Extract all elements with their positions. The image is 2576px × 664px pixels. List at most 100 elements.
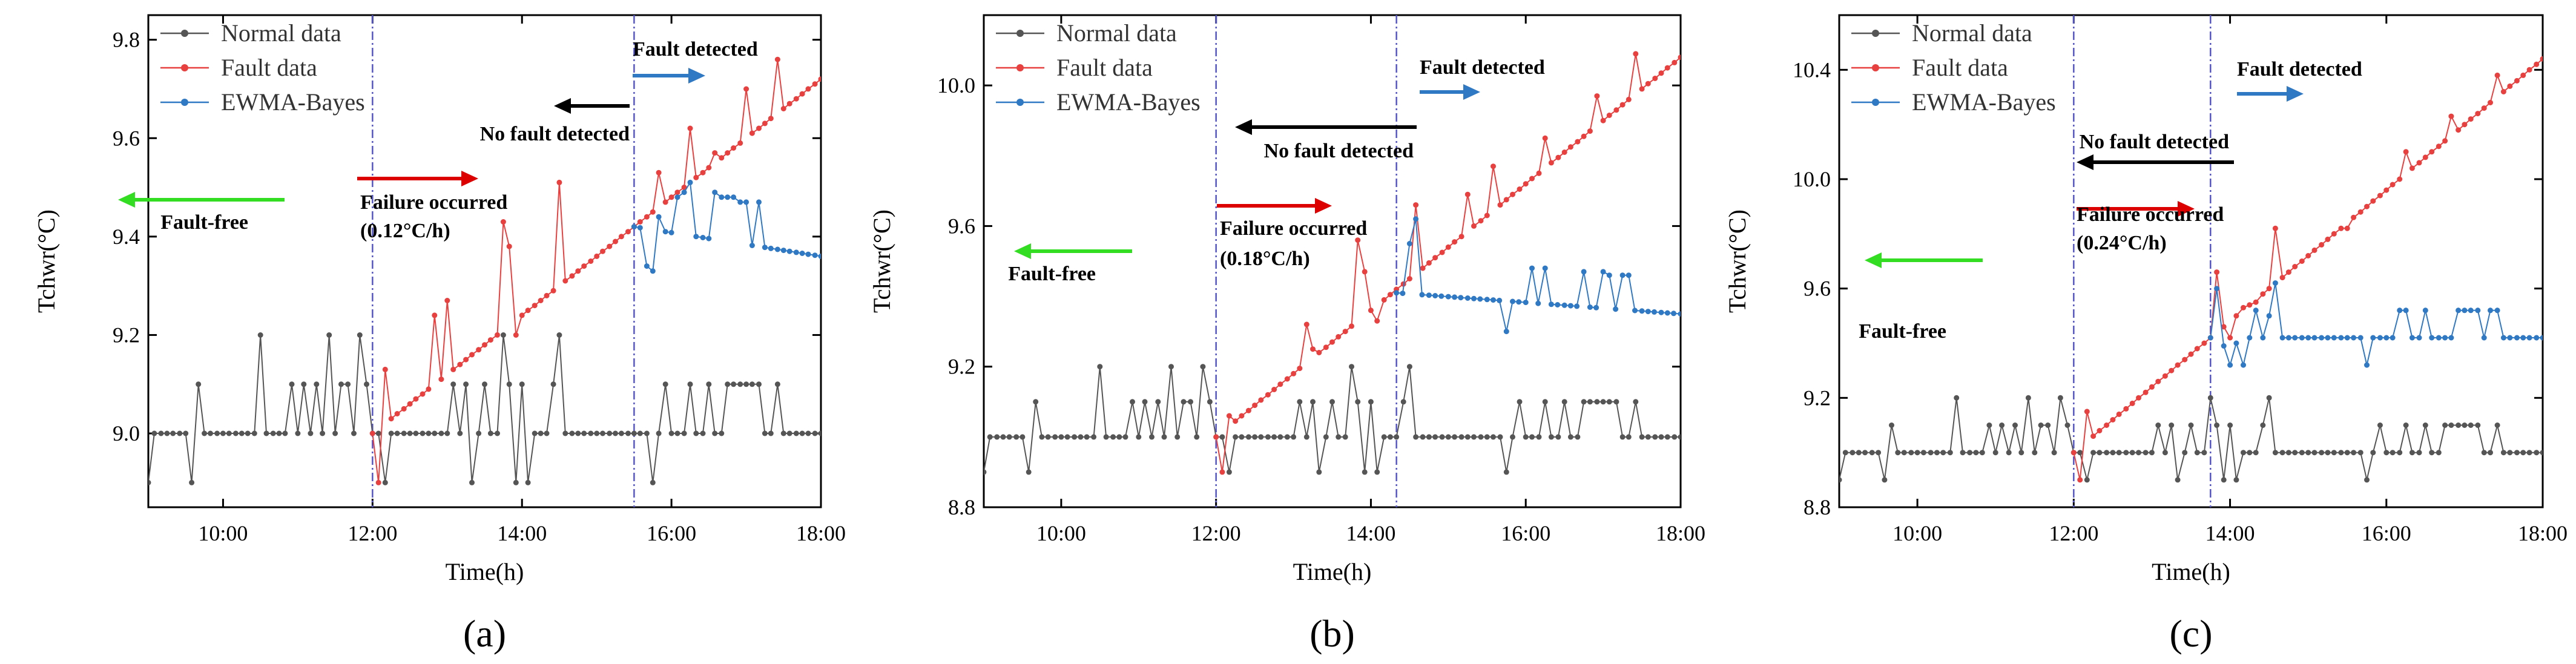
normal-data-point (270, 430, 276, 436)
failure-arrow-head (1315, 198, 1332, 214)
fault-data-point (556, 179, 562, 185)
normal-data-point (1323, 434, 1329, 440)
normal-data-point (338, 381, 344, 387)
y-tick-label: 9.2 (113, 323, 140, 347)
fault-data-point (1445, 244, 1451, 250)
fault-data-point (1258, 397, 1264, 403)
fault-data-point (2514, 77, 2520, 84)
normal-data-point (556, 332, 562, 338)
fault-data-point (506, 243, 512, 249)
ewma-bayes-point (2325, 335, 2331, 341)
normal-data-point (1536, 434, 1542, 440)
normal-data-point (1200, 364, 1206, 370)
normal-data-point (170, 430, 176, 436)
normal-data-point (2129, 450, 2135, 456)
normal-data-point (2540, 450, 2543, 456)
normal-data-point (2149, 450, 2155, 456)
normal-data-point (2194, 450, 2200, 456)
fault-data-point (1567, 144, 1573, 150)
normal-data-point (2266, 395, 2272, 401)
normal-data-point (2494, 422, 2500, 428)
fault-free-arrow-head (1014, 243, 1031, 259)
ewma-bayes-point (2429, 335, 2435, 341)
normal-data-point (1052, 434, 1058, 440)
fault-data-point (1606, 113, 1612, 118)
normal-data-point (818, 430, 821, 436)
normal-data-point (2116, 450, 2122, 456)
legend-normal-data-marker (1872, 30, 1879, 37)
ewma-bayes-point (812, 252, 818, 258)
normal-data-point (607, 430, 613, 436)
y-axis-title: Tchwr(°C) (1724, 209, 1751, 313)
fault-data-point (1387, 292, 1393, 298)
normal-data-point (1297, 399, 1303, 405)
normal-data-point (257, 332, 263, 338)
normal-data-point (1979, 450, 1985, 456)
normal-data-point (332, 430, 338, 436)
ewma-bayes-point (2260, 335, 2266, 341)
ewma-bayes-point (1606, 272, 1612, 278)
normal-data-point (2292, 450, 2298, 456)
fault-data-point (2331, 231, 2337, 237)
fault-data-point (438, 376, 444, 383)
ewma-bayes-point (2403, 307, 2409, 314)
fault-data-point (1277, 381, 1283, 387)
ewma-bayes-point (1567, 303, 1573, 309)
fault-data-point (1633, 51, 1639, 57)
ewma-bayes-point (1529, 265, 1535, 271)
fault-data-point (2169, 367, 2175, 373)
normal-data-point (2468, 422, 2474, 428)
normal-data-point (1168, 364, 1174, 370)
fault-data-point (2377, 192, 2383, 199)
fault-data-point (487, 337, 493, 343)
y-tick-label: 10.0 (1793, 167, 1831, 191)
normal-data-point (189, 479, 195, 485)
normal-data-point (812, 430, 818, 436)
normal-data-point (2051, 450, 2057, 456)
fault-data-point (2507, 83, 2513, 89)
ewma-bayes-point (1658, 309, 1664, 315)
fault-data-point (2260, 291, 2266, 297)
plot-area (1839, 56, 2543, 483)
fault-data-point (2110, 417, 2116, 422)
normal-data-point (2338, 450, 2344, 456)
fault-data-point (2143, 389, 2149, 395)
no-fault-arrow-head (554, 98, 571, 114)
normal-data-point (1039, 434, 1045, 440)
legend-ewma-bayes-marker (1016, 99, 1024, 106)
normal-data-point (1967, 450, 1973, 456)
no-fault-arrow-head (1235, 119, 1252, 135)
fault-data-point (550, 288, 556, 294)
normal-data-point (1091, 434, 1097, 440)
ewma-bayes-point (2338, 335, 2344, 341)
fault-data-point (799, 91, 805, 97)
fault-data-point (774, 56, 780, 62)
normal-data-point (1503, 469, 1509, 475)
legend-normal-data-label: Normal data (1912, 19, 2032, 47)
normal-data-point (1478, 434, 1484, 440)
fault-data-point (432, 312, 438, 318)
ewma-bayes-point (2357, 335, 2364, 341)
fault-data-point (650, 209, 656, 215)
fault-data-point (607, 243, 613, 249)
fault-data-point (1581, 133, 1587, 139)
fault-data-point (1484, 212, 1490, 219)
normal-data-point (588, 430, 594, 436)
normal-data-point (214, 430, 220, 436)
fault-data-point (2481, 105, 2487, 111)
fault-data-point (575, 268, 581, 274)
ewma-bayes-point (2390, 335, 2396, 341)
failure-arrow-head (461, 171, 478, 186)
normal-data-point (1020, 434, 1026, 440)
fault-data-point (700, 169, 706, 176)
ewma-bayes-point (2253, 307, 2259, 314)
normal-data-point (1999, 422, 2005, 428)
ewma-bayes-point (2507, 335, 2513, 341)
normal-data-point (984, 469, 987, 475)
normal-data-point (364, 381, 369, 387)
normal-data-point (1026, 469, 1032, 475)
ewma-bayes-point (1438, 293, 1444, 299)
ewma-bayes-point (2207, 335, 2213, 341)
normal-data-point (2214, 422, 2220, 428)
fault-data-point (482, 342, 487, 348)
